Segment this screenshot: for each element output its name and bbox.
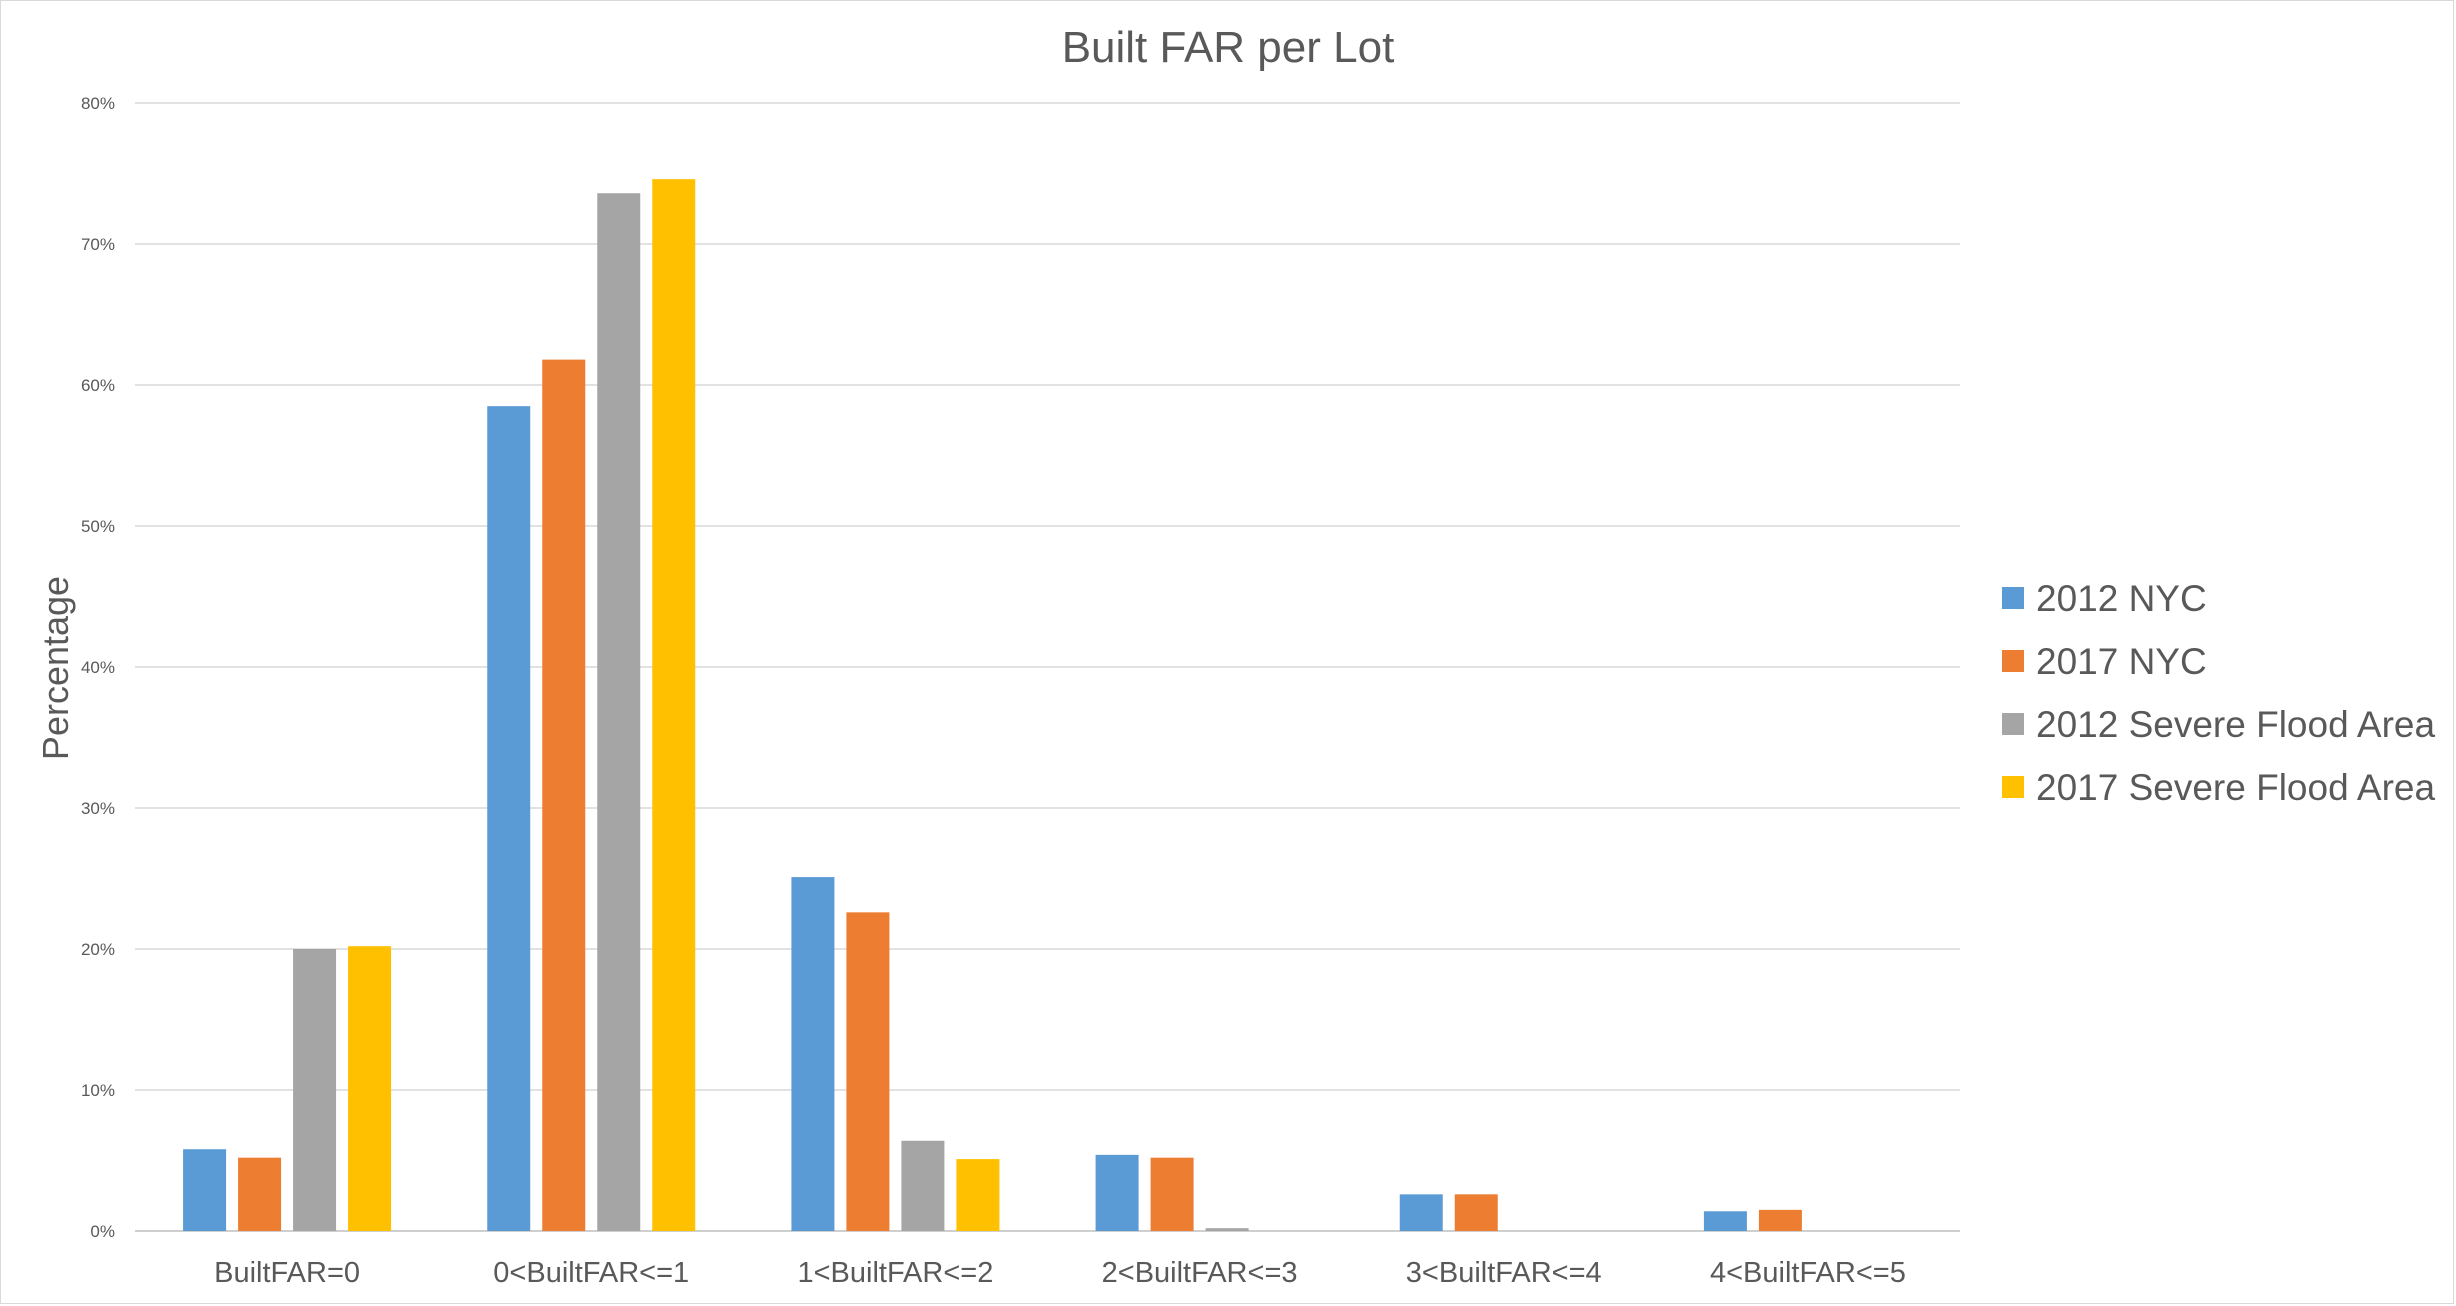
legend-label: 2017 NYC <box>2036 641 2207 682</box>
bar <box>1758 1209 1802 1231</box>
legend-swatch <box>2002 776 2024 798</box>
y-tick-label: 10% <box>81 1081 115 1100</box>
bar <box>901 1140 945 1231</box>
x-tick-label: BuiltFAR=0 <box>214 1257 360 1289</box>
legend-label: 2012 NYC <box>2036 578 2207 619</box>
bar <box>1205 1228 1249 1231</box>
bar <box>956 1159 1000 1231</box>
bar <box>1399 1194 1443 1231</box>
bar <box>791 877 835 1231</box>
legend-label: 2017 Severe Flood Area <box>2036 767 2435 808</box>
y-tick-label: 50% <box>81 517 115 536</box>
y-tick-label: 40% <box>81 658 115 677</box>
bar <box>1095 1154 1139 1231</box>
legend-swatch <box>2002 650 2024 672</box>
y-axis-ticks: 0% 10% 20% 30% 40% 50% 60% 70% 80% <box>81 94 115 1241</box>
y-tick-label: 20% <box>81 940 115 959</box>
legend-label: 2012 Severe Flood Area <box>2036 704 2435 745</box>
x-tick-label: 1<BuiltFAR<=2 <box>797 1257 993 1289</box>
y-tick-label: 70% <box>81 235 115 254</box>
y-tick-label: 30% <box>81 799 115 818</box>
legend: 2012 NYC 2017 NYC 2012 Severe Flood Area 20… <box>2002 578 2435 808</box>
x-tick-label: 4<BuiltFAR<=5 <box>1710 1257 1906 1289</box>
bar <box>1454 1194 1498 1231</box>
chart-title: Built FAR per Lot <box>1062 23 1395 72</box>
gridlines <box>135 102 1960 1232</box>
bar <box>238 1157 282 1231</box>
bar <box>542 359 586 1231</box>
bar <box>183 1149 227 1231</box>
x-tick-label: 0<BuiltFAR<=1 <box>493 1257 689 1289</box>
bar <box>1703 1211 1747 1231</box>
x-axis-ticks: BuiltFAR=0 0<BuiltFAR<=1 1<BuiltFAR<=2 2<Bu… <box>214 1257 1906 1289</box>
y-tick-label: 60% <box>81 376 115 395</box>
x-tick-label: 3<BuiltFAR<=4 <box>1406 1257 1602 1289</box>
legend-swatch <box>2002 713 2024 735</box>
x-tick-label: 2<BuiltFAR<=3 <box>1102 1257 1298 1289</box>
bar <box>348 946 392 1231</box>
bar <box>846 912 890 1231</box>
legend-swatch <box>2002 587 2024 609</box>
y-axis-label: Percentage <box>35 576 76 760</box>
bar <box>293 949 337 1231</box>
bar <box>652 179 696 1231</box>
bars <box>183 179 1802 1232</box>
bar <box>1150 1157 1194 1231</box>
bar <box>597 193 641 1232</box>
y-tick-label: 80% <box>81 94 115 113</box>
y-tick-label: 0% <box>90 1222 115 1241</box>
bar <box>487 406 531 1231</box>
